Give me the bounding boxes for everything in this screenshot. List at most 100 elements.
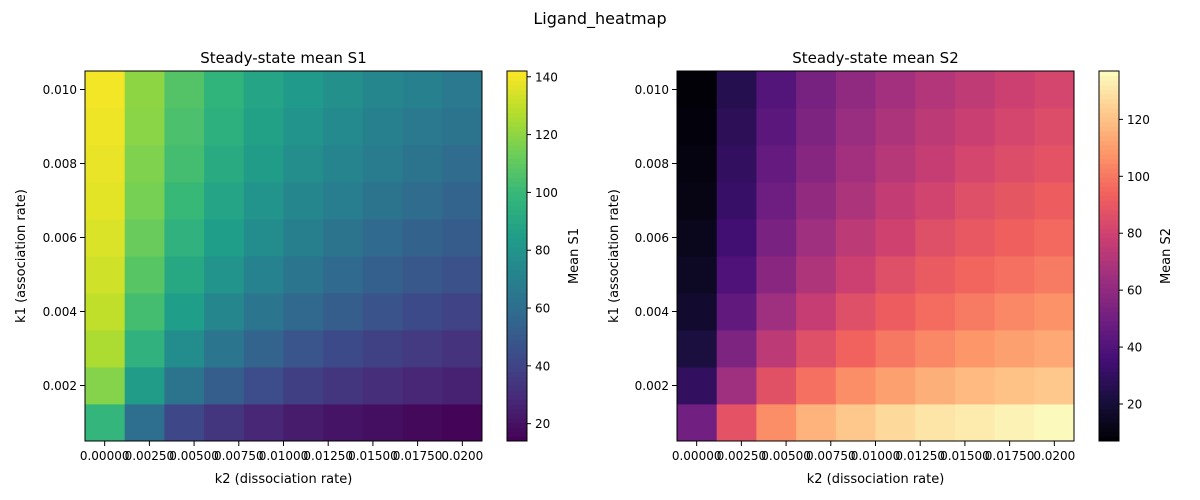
chart-title-s1: Steady-state mean S1	[200, 49, 367, 67]
heatmap-cell	[875, 293, 916, 331]
heatmap-cell	[756, 256, 797, 294]
heatmap-cell	[243, 293, 284, 331]
y-tick-label: 0.010	[43, 83, 77, 97]
colorbar-segment	[1099, 390, 1119, 396]
heatmap-cell	[402, 145, 443, 183]
colorbar-segment	[1099, 126, 1119, 132]
heatmap-cell	[756, 293, 797, 331]
colorbar-segment	[1099, 223, 1119, 229]
heatmap-cell	[442, 182, 483, 220]
heatmap-cell	[85, 330, 126, 368]
colorbar-segment	[1099, 385, 1119, 391]
colorbar-segment	[507, 357, 527, 363]
heatmap-cell	[875, 219, 916, 257]
heatmap-cell	[915, 293, 956, 331]
heatmap-cell	[875, 71, 916, 109]
colorbar-segment	[507, 108, 527, 114]
heatmap-cell	[835, 293, 876, 331]
heatmap-cell	[954, 404, 995, 442]
colorbar-s1: 20 40 60 80 100 120 140	[506, 70, 558, 442]
heatmap-cell	[677, 404, 718, 442]
heatmap-cell	[756, 71, 797, 109]
heatmap-cell	[835, 71, 876, 109]
x-ticks-s1: 0.000000.002500.005000.007500.010000.012…	[80, 441, 483, 463]
heatmap-cell	[716, 219, 757, 257]
heatmap-cell	[204, 71, 245, 109]
heatmap-cell	[875, 108, 916, 146]
colorbar-segment	[507, 320, 527, 326]
heatmap-cell	[796, 293, 837, 331]
x-tick-label: 0.01750	[393, 449, 443, 463]
heatmap-cell	[796, 108, 837, 146]
heatmap-cell	[994, 367, 1035, 405]
colorbar-segment	[507, 269, 527, 275]
x-tick-label: 0.00000	[80, 449, 130, 463]
heatmap-cell	[124, 108, 165, 146]
heatmap-cell	[835, 330, 876, 368]
x-tick-label: 0.00750	[806, 449, 856, 463]
heatmap-cell	[85, 108, 126, 146]
heatmap-cell	[954, 145, 995, 183]
colorbar-segment	[507, 404, 527, 410]
heatmap-cell	[796, 219, 837, 257]
heatmap-cell	[994, 256, 1035, 294]
heatmap-cell	[835, 404, 876, 442]
heatmap-cell	[164, 293, 205, 331]
y-tick-label: 0.004	[635, 305, 669, 319]
heatmap-cell	[362, 256, 403, 294]
heatmap-cell	[677, 293, 718, 331]
colorbar-segment	[507, 436, 527, 442]
colorbar-segment	[1099, 293, 1119, 299]
colorbar-segment	[1099, 71, 1119, 77]
colorbar-segment	[1099, 149, 1119, 155]
colorbar-segment	[507, 121, 527, 127]
colorbar-segment	[507, 260, 527, 266]
heatmap-cell	[835, 108, 876, 146]
colorbar-segment	[507, 274, 527, 280]
heatmap-cell	[204, 404, 245, 442]
y-tick-label: 0.004	[43, 305, 77, 319]
heatmap-cell	[402, 367, 443, 405]
colorbar-segment	[1099, 408, 1119, 414]
heatmap-cell	[283, 71, 324, 109]
heatmap-cell	[716, 256, 757, 294]
x-tick-label: 0.00250	[717, 449, 767, 463]
heatmap-cell	[124, 182, 165, 220]
heatmap-cell	[85, 71, 126, 109]
colorbar-segment	[1099, 431, 1119, 437]
x-tick-label: 0.01500	[348, 449, 398, 463]
colorbar-tick-label: 40	[535, 359, 550, 373]
colorbar-segment	[1099, 422, 1119, 428]
colorbar-segment	[1099, 404, 1119, 410]
heatmap-cell	[323, 145, 364, 183]
heatmap-cell	[756, 145, 797, 183]
colorbar-segment	[507, 103, 527, 109]
y-ticks-s1: 0.002 0.004 0.006 0.008 0.010	[43, 83, 85, 393]
colorbar-segment	[1099, 195, 1119, 201]
heatmap-cell	[994, 404, 1035, 442]
heatmap-cell	[756, 108, 797, 146]
heatmap-cell	[677, 256, 718, 294]
heatmap-cell	[875, 367, 916, 405]
heatmap-cell	[994, 293, 1035, 331]
heatmap-cell	[835, 367, 876, 405]
heatmap-cell	[954, 367, 995, 405]
colorbar-segment	[1099, 135, 1119, 141]
colorbar-tick-label: 100	[1127, 170, 1150, 184]
heatmap-cell	[243, 367, 284, 405]
heatmap-cell	[1034, 256, 1075, 294]
colorbar-segment	[507, 265, 527, 271]
colorbar-segment	[507, 117, 527, 123]
colorbar-segment	[1099, 306, 1119, 312]
heatmap-cell	[677, 330, 718, 368]
heatmap-cell	[85, 367, 126, 405]
colorbar-segment	[1099, 348, 1119, 354]
colorbar-segment	[1099, 98, 1119, 104]
colorbar-tick-label: 120	[1127, 113, 1150, 127]
y-ticks-s2: 0.002 0.004 0.006 0.008 0.010	[635, 83, 677, 393]
colorbar-segment	[1099, 89, 1119, 95]
heatmap-s2: Steady-state mean S2 0.000000.002500.005…	[607, 49, 1174, 487]
x-tick-label: 0.0200	[441, 449, 483, 463]
colorbar-segment	[1099, 168, 1119, 174]
heatmap-cell	[1034, 71, 1075, 109]
